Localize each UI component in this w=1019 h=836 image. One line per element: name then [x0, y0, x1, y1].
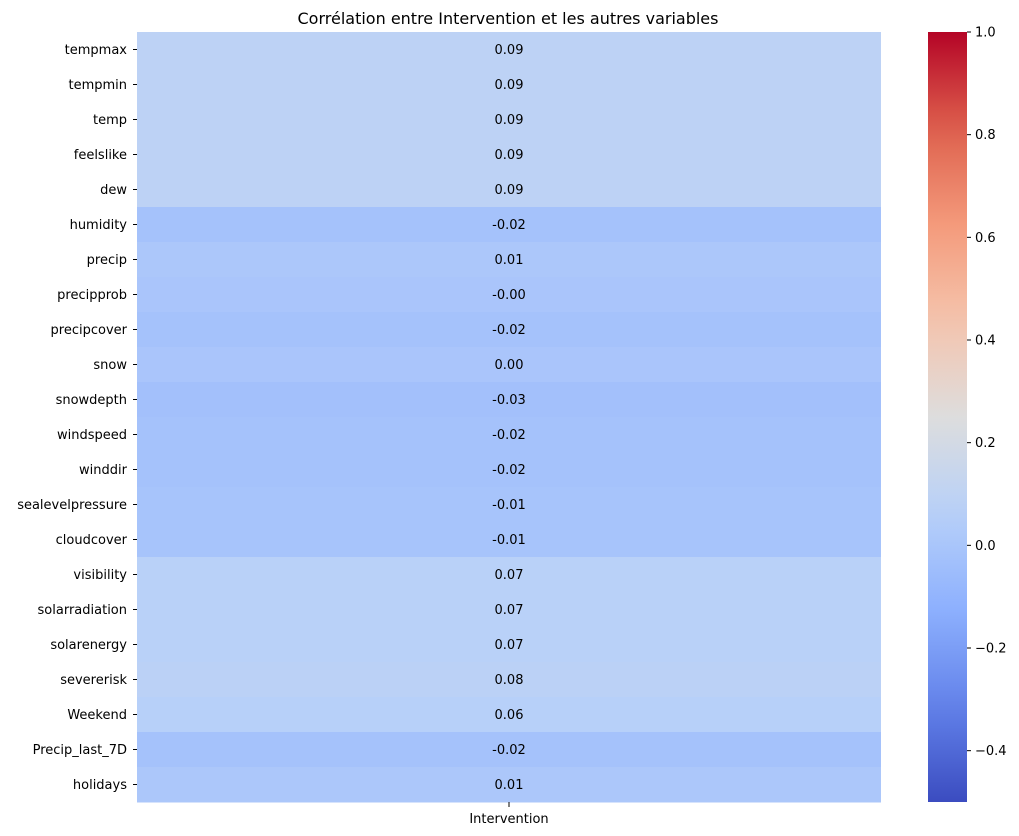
row-label: visibility [73, 568, 127, 583]
row-label: winddir [79, 463, 128, 478]
row-label: tempmax [65, 43, 128, 58]
row-label: precipprob [57, 288, 127, 303]
colorbar-tick-label: 0.0 [975, 539, 996, 554]
row-label: feelslike [74, 148, 127, 163]
heatmap-cell [137, 627, 881, 663]
row-label: precip [87, 253, 127, 268]
heatmap-cell [137, 312, 881, 348]
cell-value-label: -0.01 [492, 498, 526, 513]
cell-value-label: -0.02 [492, 743, 526, 758]
heatmap-cell [137, 732, 881, 768]
cell-value-label: 0.09 [495, 43, 524, 58]
row-label: dew [100, 183, 127, 198]
heatmap-cell [137, 662, 881, 698]
cell-value-label: 0.07 [495, 568, 524, 583]
heatmap-cell [137, 417, 881, 453]
cell-value-label: 0.07 [495, 603, 524, 618]
heatmap-cell [137, 522, 881, 558]
row-label: tempmin [68, 78, 127, 93]
row-label: precipcover [51, 323, 128, 338]
heatmap-cell [137, 102, 881, 138]
cell-value-label: -0.03 [492, 393, 526, 408]
heatmap-cell [137, 207, 881, 243]
row-label: snow [93, 358, 127, 373]
heatmap-cell [137, 697, 881, 733]
row-labels: tempmax tempmin temp feelslike dew humidity pr… [17, 43, 137, 793]
cell-value-label: 0.01 [495, 253, 524, 268]
colorbar-tick-label: 0.2 [975, 436, 996, 451]
colorbar-tick-label: 0.4 [975, 334, 996, 349]
heatmap-cell [137, 32, 881, 68]
cell-value-label: 0.01 [495, 778, 524, 793]
heatmap-cells: 0.09 0.09 0.09 0.09 0.09 -0.02 0.01 -0.00 -0.02 0… [137, 32, 881, 803]
cell-value-label: 0.08 [495, 673, 524, 688]
colorbar-tick-label: −0.4 [975, 744, 1007, 759]
row-label: sealevelpressure [17, 498, 127, 513]
heatmap-cell [137, 382, 881, 418]
heatmap-cell [137, 592, 881, 628]
heatmap-cell [137, 67, 881, 103]
cell-value-label: -0.00 [492, 288, 526, 303]
colorbar-tick-label: 0.8 [975, 128, 996, 143]
row-label: Weekend [67, 708, 127, 723]
row-label: severerisk [60, 673, 127, 688]
heatmap-cell [137, 557, 881, 593]
cell-value-label: 0.09 [495, 183, 524, 198]
row-label: Precip_last_7D [33, 743, 127, 758]
cell-value-label: -0.02 [492, 428, 526, 443]
row-label: solarenergy [50, 638, 127, 653]
row-label: snowdepth [56, 393, 127, 408]
cell-value-label: 0.09 [495, 148, 524, 163]
cell-value-label: 0.09 [495, 78, 524, 93]
row-label: solarradiation [38, 603, 127, 618]
cell-value-label: 0.09 [495, 113, 524, 128]
colorbar-tick-label: 0.6 [975, 231, 996, 246]
heatmap-cell [137, 277, 881, 313]
colorbar-ticks: 1.0 0.8 0.6 0.4 0.2 0.0 −0.2 −0.4 [967, 26, 1007, 759]
cell-value-label: -0.01 [492, 533, 526, 548]
cell-value-label: 0.06 [495, 708, 524, 723]
cell-value-label: 0.07 [495, 638, 524, 653]
cell-value-label: -0.02 [492, 218, 526, 233]
row-label: holidays [73, 778, 127, 793]
column-labels: Intervention [469, 802, 549, 827]
heatmap-cell [137, 347, 881, 383]
heatmap-cell [137, 137, 881, 173]
column-label: Intervention [469, 812, 548, 827]
row-label: windspeed [57, 428, 127, 443]
row-label: humidity [70, 218, 128, 233]
chart-title: Corrélation entre Intervention et les au… [298, 9, 719, 28]
heatmap-cell [137, 452, 881, 488]
heatmap-cell [137, 487, 881, 523]
cell-value-label: 0.00 [495, 358, 524, 373]
cell-value-label: -0.02 [492, 323, 526, 338]
cell-value-label: -0.02 [492, 463, 526, 478]
heatmap-cell [137, 767, 881, 803]
colorbar [928, 32, 967, 802]
row-label: temp [93, 113, 127, 128]
row-label: cloudcover [56, 533, 128, 548]
heatmap-cell [137, 172, 881, 208]
colorbar-tick-label: −0.2 [975, 642, 1007, 657]
heatmap-cell [137, 242, 881, 278]
colorbar-tick-label: 1.0 [975, 26, 996, 41]
